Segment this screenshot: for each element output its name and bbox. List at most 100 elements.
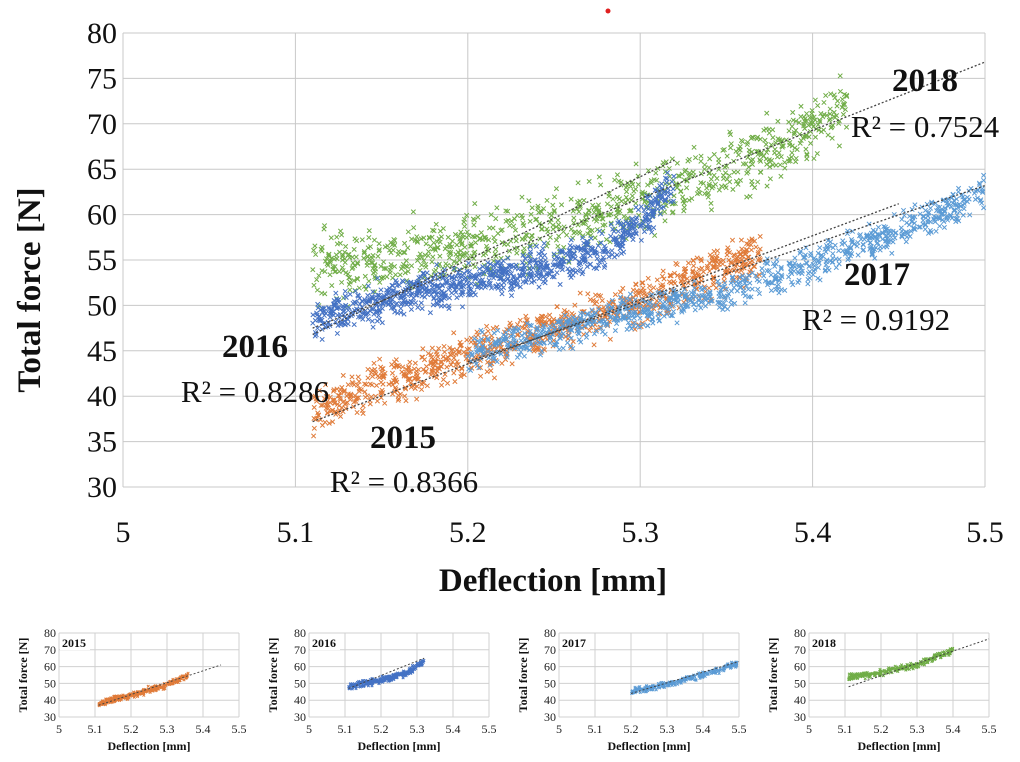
series-2017-point [699, 287, 705, 293]
series-2015-point [554, 304, 560, 310]
series-2018-point [708, 207, 715, 213]
series-2018-point [430, 254, 436, 260]
series-2018-point [521, 245, 527, 251]
series-2015-point [429, 354, 435, 360]
mini-2018-point [863, 677, 867, 681]
mini-tag-2017: 2017 [562, 636, 586, 650]
mini-x-tick-label: 5.5 [482, 722, 497, 736]
series-2017-point [716, 282, 722, 288]
series-2017-point [977, 182, 983, 188]
mini-2015-point [142, 693, 146, 697]
series-2017-point [945, 217, 951, 223]
series-2018-point [749, 134, 755, 140]
series-2017-point [830, 251, 836, 257]
series-2018-point [455, 249, 461, 255]
series-2016-point [533, 273, 539, 279]
series-2015-point [389, 361, 395, 368]
series-2017-point [476, 365, 482, 371]
series-2017-point [875, 237, 881, 243]
series-2016-point [437, 271, 443, 277]
series-2017-point [537, 340, 543, 346]
series-2017-point [510, 331, 516, 337]
series-2018-point [661, 209, 668, 215]
series-2015-point [355, 395, 362, 401]
series-2016-point [618, 234, 624, 240]
series-2017-point [928, 229, 934, 235]
mini-y-tick-label: 60 [294, 660, 306, 674]
series-2016-point [631, 221, 637, 227]
series-2018-point [425, 253, 431, 259]
series-2015-point [450, 359, 456, 365]
series-2017-point [944, 213, 950, 219]
series-2017-point [631, 311, 637, 317]
series-2017-point [679, 309, 685, 315]
series-2018-point [410, 209, 416, 215]
series-2016-point [379, 306, 385, 312]
series-2015-point [491, 375, 498, 381]
mini-2016-point [347, 684, 351, 689]
series-2017-point [954, 212, 960, 218]
series-2016-point [441, 290, 447, 297]
series-2017-point [518, 338, 524, 344]
series-2018-point [596, 174, 602, 180]
series-2016-point [486, 277, 492, 283]
mini-tag-2015: 2015 [62, 636, 86, 650]
mini-y-tick-label: 30 [294, 710, 306, 724]
series-2016-point [664, 179, 670, 186]
series-2018-point [375, 253, 381, 259]
series-2017-point [869, 252, 875, 258]
series-2018-point [844, 93, 850, 99]
series-2018-point [539, 226, 545, 232]
series-2017-point [478, 336, 485, 342]
series-2015-point [329, 408, 335, 414]
series-2018-point [409, 263, 415, 269]
series-2018-point [676, 181, 682, 187]
series-2017-point [849, 238, 855, 244]
series-2017-point [956, 185, 962, 191]
series-2016-point [351, 322, 357, 328]
series-2018-point [551, 194, 558, 200]
series-2018-point [337, 249, 343, 255]
series-2016-point [375, 312, 382, 318]
series-2015-point [380, 381, 386, 387]
series-2016-point [527, 260, 533, 266]
series-2018-point [402, 240, 408, 246]
series-2015-point [749, 258, 755, 264]
series-2018-point [728, 141, 734, 147]
series-2018-point [768, 142, 774, 148]
mini-y-tick-label: 50 [44, 676, 56, 690]
series-2015-point [639, 320, 646, 326]
mini-chart-2015: 5 5.1 5.2 5.3 5.4 5.53040506070802015Deflecti… [16, 626, 247, 753]
series-2016-point [478, 285, 485, 291]
series-2018-point [381, 265, 387, 271]
series-2017-point [885, 239, 891, 245]
series-2018-point [733, 178, 739, 184]
series-2018-point [431, 269, 437, 275]
mini-2018-point [853, 675, 857, 679]
series-2018-point [405, 245, 411, 251]
series-2017-point [981, 172, 987, 178]
series-2016-point [453, 289, 459, 295]
series-2015-point [452, 378, 458, 385]
mini-x-tick-label: 5.5 [732, 722, 747, 736]
series-2017-point [864, 233, 870, 239]
series-2018-point [821, 99, 827, 106]
series-2018-point [350, 264, 356, 270]
series-2015-point [477, 365, 484, 371]
series-2018-point [587, 228, 593, 234]
series-2016-point [359, 298, 365, 304]
series-2018-point [339, 264, 345, 271]
mini-2018-point [848, 675, 852, 679]
series-2018-point [326, 252, 332, 258]
series-2017-point [624, 326, 630, 332]
series-2016-point [314, 312, 320, 318]
series-2018-point [837, 73, 843, 79]
series-2016-point [664, 189, 670, 195]
series-2015-point [451, 370, 457, 376]
mini-2015-point [172, 680, 177, 684]
series-2017-point [828, 239, 834, 245]
series-2016-point [482, 284, 488, 290]
series-2018-point [586, 178, 592, 184]
mini-2017-point [690, 676, 695, 680]
series-2017-point [627, 291, 634, 297]
